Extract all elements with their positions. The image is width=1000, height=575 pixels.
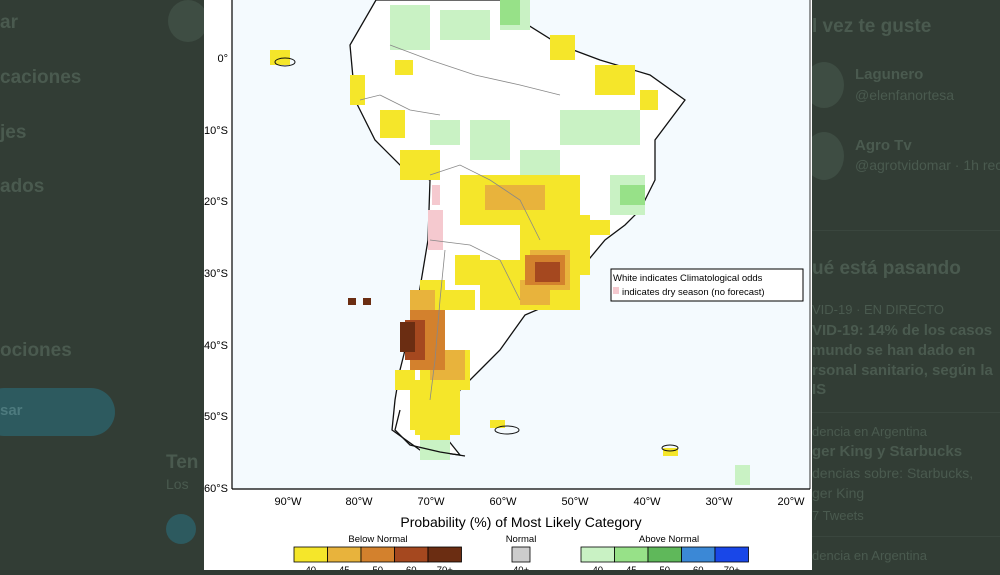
longitude-label: 90°W — [274, 496, 302, 508]
latitude-label: 0° — [217, 53, 228, 65]
nav-item[interactable]: ociones — [0, 340, 72, 361]
legend-above-tick: 40 — [592, 565, 603, 570]
galapagos-islands — [274, 57, 296, 67]
trend-title[interactable]: ger King y Starbucks — [812, 443, 963, 460]
tweet-button[interactable]: sar — [0, 388, 115, 436]
suggestion-name[interactable]: Lagunero — [855, 66, 924, 83]
divider — [812, 230, 1000, 231]
info-line-2: indicates dry season (no forecast) — [622, 287, 765, 298]
news-meta: VID-19 · EN DIRECTO — [812, 302, 944, 317]
trend-meta: dencia en Argentina — [812, 548, 927, 563]
legend-below-tick: 40 — [305, 565, 316, 570]
forecast-image[interactable]: 0° 10°S 20°S 30°S 40°S 50°S 60°S 90°W 80… — [204, 0, 812, 575]
legend-above-swatch — [647, 546, 682, 563]
info-box: White indicates Climatological odds indi… — [610, 268, 804, 302]
profile-handle: Los — [166, 476, 189, 492]
latitude-label: 10°S — [204, 125, 228, 137]
below-normal-70 — [348, 298, 415, 352]
legend-normal-tick: 40+ — [513, 565, 530, 570]
news-line[interactable]: mundo se han dado en — [812, 342, 976, 359]
country-borders — [359, 44, 561, 401]
latitude-label: 20°S — [204, 196, 228, 208]
map-title: Probability (%) of Most Likely Category — [400, 514, 641, 530]
legend-above-tick: 60 — [693, 565, 704, 570]
legend: Below Normal Normal Above Normal 40 45 50 6… — [293, 534, 749, 575]
news-line[interactable]: rsonal sanitario, según la — [812, 362, 993, 379]
divider — [812, 536, 1000, 537]
trend-subtitle: ger King — [812, 485, 865, 501]
legend-above-swatch — [580, 546, 615, 563]
nav-item[interactable]: caciones — [0, 67, 82, 88]
news-line[interactable]: VID-19: 14% de los casos — [812, 322, 993, 339]
legend-above-swatches: 40 45 50 60 70+ — [580, 546, 749, 575]
nav-item[interactable]: ar — [0, 12, 18, 33]
legend-above-swatch — [614, 546, 649, 563]
profile-name: Ten — [166, 452, 199, 473]
latitude-label: 30°S — [204, 268, 228, 280]
legend-above-swatch — [714, 546, 749, 563]
legend-above-tick: 70+ — [724, 565, 741, 570]
location-icon — [166, 514, 196, 544]
above-normal-strong — [500, 0, 645, 205]
happening-heading: ué está pasando — [812, 258, 961, 279]
legend-below-tick: 60 — [406, 565, 417, 570]
latitude-label: 60°S — [204, 483, 228, 495]
nav-item[interactable]: jes — [0, 122, 27, 143]
divider — [812, 412, 1000, 413]
legend-below-swatches: 40 45 50 60 70+ — [293, 546, 462, 575]
latitude-label: 40°S — [204, 340, 228, 352]
legend-above-label: Above Normal — [639, 534, 699, 545]
legend-normal-label: Normal — [506, 534, 537, 545]
forecast-map-svg: 0° 10°S 20°S 30°S 40°S 50°S 60°S 90°W 80… — [204, 0, 811, 575]
legend-below-swatch — [360, 546, 395, 563]
legend-below-tick: 70+ — [437, 565, 454, 570]
news-line[interactable]: IS — [812, 381, 827, 398]
trend-meta: dencia en Argentina — [812, 424, 927, 439]
legend-below-label: Below Normal — [348, 534, 407, 545]
trend-subtitle: dencias sobre: Starbucks, — [812, 465, 974, 481]
left-avatar — [168, 0, 208, 42]
legend-above-tick: 50 — [659, 565, 670, 570]
legend-below-tick: 50 — [372, 565, 383, 570]
longitude-label: 70°W — [417, 496, 445, 508]
dry-season-swatch — [613, 287, 619, 294]
suggestions-heading: l vez te guste — [812, 16, 932, 37]
info-line-1: White indicates Climatological odds — [613, 273, 763, 284]
nav-item[interactable]: ados — [0, 176, 45, 197]
legend-below-tick: 45 — [339, 565, 350, 570]
longitude-label: 60°W — [489, 496, 517, 508]
legend-below-swatch — [327, 546, 362, 563]
left-navigation: ar caciones jes ados ociones sar Ten Los — [0, 0, 208, 570]
tierra-del-fuego — [394, 409, 466, 457]
legend-below-swatch — [293, 546, 328, 563]
legend-normal-swatch — [511, 546, 531, 563]
legend-below-swatch — [427, 546, 462, 563]
longitude-label: 30°W — [705, 496, 733, 508]
south-georgia — [661, 444, 679, 452]
latitude-label: 50°S — [204, 411, 228, 423]
longitude-label: 50°W — [561, 496, 589, 508]
suggestion-name[interactable]: Agro Tv — [855, 137, 912, 154]
suggestion-handle: @elenfanortesa — [855, 87, 955, 103]
legend-above-tick: 45 — [626, 565, 637, 570]
legend-above-swatch — [681, 546, 716, 563]
legend-below-swatch — [394, 546, 429, 563]
trend-count: 7 Tweets — [812, 508, 864, 523]
longitude-label: 40°W — [633, 496, 661, 508]
suggestion-handle: @agrotvidomar · 1h reco — [855, 157, 1000, 173]
falkland-islands — [494, 425, 520, 435]
longitude-label: 80°W — [345, 496, 373, 508]
legend-normal-swatches: 40+ — [511, 546, 531, 575]
longitude-label: 20°W — [777, 496, 805, 508]
right-sidebar: l vez te guste Lagunero @elenfanortesa A… — [804, 0, 1000, 570]
